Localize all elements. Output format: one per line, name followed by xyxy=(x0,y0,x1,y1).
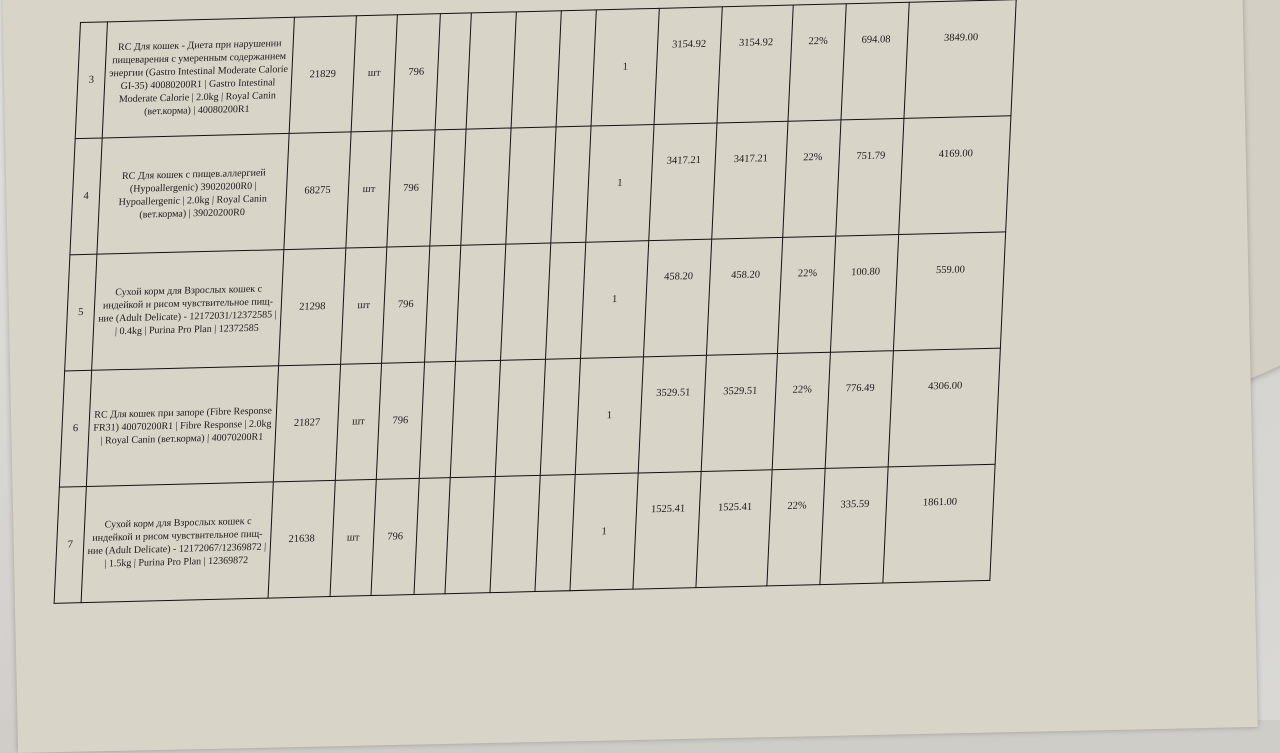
product-code: 21827 xyxy=(273,364,341,482)
vat-rate: 22% xyxy=(777,236,836,354)
total-with-vat: 3849.00 xyxy=(903,0,1017,119)
vat-amount: 751.79 xyxy=(835,118,904,237)
empty-cell xyxy=(495,359,546,477)
empty-cell xyxy=(450,360,501,478)
unit: шт xyxy=(330,479,377,597)
invoice-table-wrapper: 3 RC Для кошек - Диета при нарушении пищ… xyxy=(54,0,1017,604)
empty-cell xyxy=(540,358,581,476)
sum-without-vat: 3529.51 xyxy=(701,353,778,472)
quantity: 1 xyxy=(580,240,649,359)
empty-cell xyxy=(505,126,557,245)
product-description: Сухой корм для Взрослых кошек с индейкой… xyxy=(81,481,274,603)
quantity: 1 xyxy=(575,356,644,475)
quantity: 1 xyxy=(591,8,660,127)
table-row: 6 RC Для кошек при запоре (Fibre Respons… xyxy=(59,348,1001,488)
product-description: RC Для кошек - Диета при нарушении пищев… xyxy=(102,17,295,138)
unit: шт xyxy=(351,14,398,132)
vat-rate: 22% xyxy=(772,352,831,470)
empty-cell xyxy=(545,242,586,360)
okei-code: 796 xyxy=(371,478,420,596)
empty-cell xyxy=(534,474,576,592)
price: 1525.41 xyxy=(632,471,702,590)
table-row: 4 RC Для кошек с пищев.аллергией (Hypoal… xyxy=(69,115,1011,255)
sum-without-vat: 458.20 xyxy=(706,237,783,356)
quantity: 1 xyxy=(585,124,655,243)
empty-cell xyxy=(556,9,597,127)
sum-without-vat: 3417.21 xyxy=(711,121,788,240)
empty-cell xyxy=(466,11,517,130)
vat-amount: 776.49 xyxy=(825,350,894,469)
product-description: Сухой корм для Взрослых кошек с индейкой… xyxy=(91,249,284,371)
vat-amount: 694.08 xyxy=(840,2,910,120)
total-with-vat: 4306.00 xyxy=(888,348,1001,467)
total-with-vat: 1861.00 xyxy=(882,464,996,584)
unit: шт xyxy=(345,130,393,249)
empty-cell xyxy=(444,476,496,594)
unit: шт xyxy=(335,363,382,481)
sum-without-vat: 3154.92 xyxy=(717,5,794,123)
okei-code: 796 xyxy=(376,362,425,480)
empty-cell xyxy=(511,10,562,128)
total-with-vat: 4169.00 xyxy=(898,115,1011,235)
table-row: 7 Сухой корм для Взрослых кошек с индейк… xyxy=(54,464,996,604)
vat-amount: 100.80 xyxy=(830,234,899,353)
vat-rate: 22% xyxy=(782,119,841,238)
vat-rate: 22% xyxy=(787,3,847,122)
unit: шт xyxy=(340,247,387,365)
vat-rate: 22% xyxy=(766,468,826,586)
empty-cell xyxy=(489,475,541,593)
okei-code: 796 xyxy=(381,246,430,364)
product-code: 21298 xyxy=(278,248,346,366)
table-row: 3 RC Для кошек - Диета при нарушении пищ… xyxy=(75,0,1017,139)
quantity: 1 xyxy=(569,472,639,591)
okei-code: 796 xyxy=(392,13,441,131)
vat-amount: 335.59 xyxy=(819,466,889,585)
product-code: 21638 xyxy=(268,480,336,599)
product-code: 21829 xyxy=(289,15,357,134)
product-code: 68275 xyxy=(283,131,352,250)
price: 3417.21 xyxy=(648,122,718,241)
empty-cell xyxy=(550,126,592,244)
total-with-vat: 559.00 xyxy=(893,231,1006,351)
okei-code: 796 xyxy=(386,129,436,248)
empty-cell xyxy=(500,243,551,361)
product-description: RC Для кошек при запоре (Fibre Response … xyxy=(86,365,279,487)
price: 3529.51 xyxy=(638,355,707,473)
product-description: RC Для кошек с пищев.аллергией (Hypoalle… xyxy=(96,133,290,255)
empty-cell xyxy=(455,244,506,362)
table-row: 5 Сухой корм для Взрослых кошек с индейк… xyxy=(64,231,1006,371)
sum-without-vat: 1525.41 xyxy=(695,469,773,588)
empty-cell xyxy=(460,127,512,246)
price: 458.20 xyxy=(643,239,712,357)
price: 3154.92 xyxy=(654,6,723,125)
invoice-table: 3 RC Для кошек - Диета при нарушении пищ… xyxy=(54,0,1017,604)
